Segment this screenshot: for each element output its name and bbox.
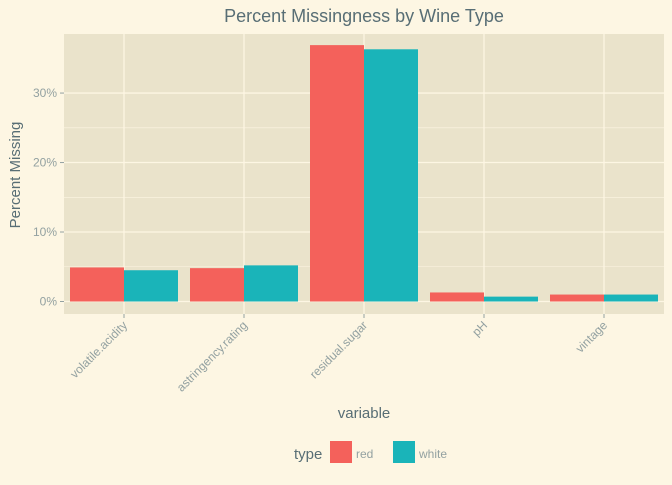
legend-label-red: red bbox=[356, 447, 373, 461]
chart-title: Percent Missingness by Wine Type bbox=[224, 6, 504, 26]
legend-key-white bbox=[393, 441, 415, 463]
x-axis-ticks: volatile.acidity astringency.rating residu… bbox=[67, 314, 610, 394]
y-tick-label: 30% bbox=[33, 86, 57, 100]
y-axis-ticks: 0% 10% 20% 30% bbox=[33, 86, 64, 308]
y-tick-label: 10% bbox=[33, 225, 57, 239]
bar-white bbox=[244, 265, 298, 302]
bar-red bbox=[550, 294, 604, 302]
legend: type red white bbox=[294, 441, 447, 463]
bars bbox=[70, 45, 658, 302]
legend-title: type bbox=[294, 446, 322, 463]
bar-red bbox=[430, 292, 484, 302]
x-tick-label: residual.sugar bbox=[307, 318, 370, 381]
y-tick-label: 0% bbox=[40, 294, 58, 308]
bar-red bbox=[190, 268, 244, 302]
bar-white bbox=[124, 270, 178, 302]
x-tick-label: pH bbox=[469, 318, 490, 339]
y-axis-title: Percent Missing bbox=[7, 122, 24, 229]
bar-red bbox=[310, 45, 364, 302]
y-tick-label: 20% bbox=[33, 156, 57, 170]
x-tick-label: vintage bbox=[573, 318, 610, 355]
legend-key-red bbox=[330, 441, 352, 463]
x-tick-label: volatile.acidity bbox=[67, 318, 130, 381]
bar-red bbox=[70, 267, 124, 302]
bar-white bbox=[484, 296, 538, 302]
x-tick-label: astringency.rating bbox=[174, 318, 250, 394]
bar-white bbox=[604, 294, 658, 302]
x-axis-title: variable bbox=[338, 405, 391, 422]
legend-label-white: white bbox=[418, 447, 447, 461]
bar-white bbox=[364, 49, 418, 302]
